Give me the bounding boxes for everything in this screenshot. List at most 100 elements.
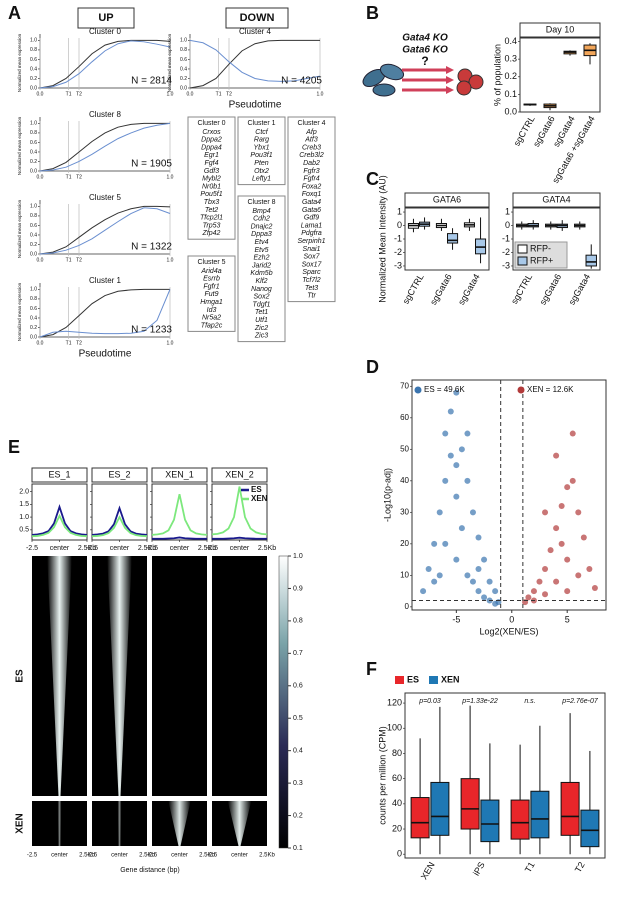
heatmap-signal <box>47 556 72 796</box>
gene: Etv5 <box>254 247 268 254</box>
y-tick-label: 1.0 <box>180 38 187 44</box>
series-line <box>151 493 208 536</box>
x-tick-label: sgGata6 <box>538 272 564 306</box>
x-axis-label: Log2(XEN/ES) <box>479 626 538 636</box>
y-tick-label: -1 <box>502 233 510 243</box>
gene: Afp <box>305 129 317 136</box>
gene: Gdf9 <box>304 215 319 222</box>
gene: Zic3 <box>254 333 268 340</box>
point <box>525 594 532 601</box>
y-tick-label: 0.4 <box>30 315 37 321</box>
gene-list-box <box>187 116 236 240</box>
annotation: p=2.76e-07 <box>561 698 599 705</box>
gene: Trp53 <box>203 222 221 229</box>
gene: Lama1 <box>301 222 323 229</box>
point <box>530 588 537 595</box>
gene: Sox17 <box>302 261 323 268</box>
x-axis-label: Pseudotime <box>79 349 132 360</box>
x-tick-label: T1 <box>66 174 72 180</box>
y-tick-label: -2 <box>394 247 402 257</box>
x-tick-label: -2.5 <box>146 545 158 552</box>
gene-list-box <box>187 255 236 332</box>
gene: Nr5a2 <box>202 315 221 322</box>
gene: Dnajc2 <box>251 223 273 230</box>
series-line <box>91 515 148 538</box>
x-tick-label: T2 <box>573 860 587 874</box>
gene: Rarg <box>254 137 269 144</box>
x-tick-label: center <box>171 853 188 859</box>
gene: Tcf7l2 <box>302 277 321 284</box>
cell <box>468 74 484 90</box>
gene-list-box <box>237 116 286 186</box>
y-tick-label: 40 <box>392 798 402 808</box>
gene: Fgfr1 <box>203 283 219 290</box>
series-line <box>212 536 267 540</box>
y-tick-label: 100 <box>387 723 402 733</box>
x-tick-label: T2 <box>76 257 82 263</box>
y-tick-label: 20 <box>400 539 409 548</box>
strip-title: XEN_2 <box>225 469 254 479</box>
legend-label: XEN <box>251 494 268 503</box>
y-tick-label: 0.0 <box>30 334 37 340</box>
panel-label: A <box>8 3 21 23</box>
heatmap-block <box>152 556 207 796</box>
point <box>591 584 598 591</box>
strip <box>404 192 490 208</box>
gene: Gdf3 <box>204 168 219 175</box>
chart-title: Cluster 8 <box>89 110 122 119</box>
gene: Arid4a <box>200 268 221 275</box>
y-tick-label: 80 <box>392 748 402 758</box>
x-tick-label: iPS <box>471 860 487 877</box>
x-tick-label: -5 <box>452 614 460 624</box>
x-tick-label: center <box>231 853 248 859</box>
heatmap-signal <box>168 801 191 846</box>
point <box>425 566 432 573</box>
gene: Zfp42 <box>202 230 221 237</box>
x-tick-label: sgCTRL <box>401 272 426 306</box>
annotation: N = 1322 <box>131 242 172 253</box>
point <box>453 493 460 500</box>
panel <box>404 207 490 271</box>
x-tick-label: 1.0 <box>167 91 174 97</box>
x-tick-label: 2.5Kb <box>259 853 275 859</box>
y-tick-label: 0.4 <box>180 66 187 72</box>
point <box>453 556 460 563</box>
y-tick-label: 50 <box>400 444 409 453</box>
gene: Ybx1 <box>254 144 270 151</box>
y-tick-label: 1 <box>397 206 402 216</box>
point <box>453 462 460 469</box>
x-tick-label: -2.5 <box>87 853 98 859</box>
x-tick-label: 2.5Kb <box>258 545 276 552</box>
gene: Utf1 <box>255 317 268 324</box>
panel <box>151 483 208 541</box>
series-line <box>39 122 170 172</box>
chart-title: Cluster 4 <box>239 27 272 36</box>
series-line <box>39 289 171 338</box>
point <box>464 430 471 437</box>
gene: Sox7 <box>304 254 321 261</box>
strip-title: GATA6 <box>433 194 461 204</box>
x-tick-label: XEN <box>419 860 437 881</box>
strip <box>31 467 88 483</box>
point <box>469 509 476 516</box>
y-tick-label: 0.2 <box>504 71 517 81</box>
x-tick-label: 2.5Kb <box>199 853 215 859</box>
y-tick-label: 0.4 <box>30 232 37 238</box>
x-tick-label: 0.0 <box>37 340 44 346</box>
heatmap-signal <box>57 801 62 846</box>
cell <box>379 63 405 81</box>
panel <box>31 483 88 541</box>
colorbar <box>278 555 289 849</box>
gene: Kdm5b <box>250 270 272 277</box>
x-tick-label: 0 <box>509 614 514 624</box>
y-axis-label: Normalized Mean Intensity (AU) <box>377 175 387 303</box>
x-tick-label: center <box>110 545 130 552</box>
panel <box>411 379 607 611</box>
x-tick-label: 2.5Kb <box>79 853 95 859</box>
x-tick-label: -2.5 <box>86 545 98 552</box>
point <box>558 540 565 547</box>
colorbar-label: 0.5 <box>293 715 303 722</box>
gene: Ezh2 <box>254 255 270 262</box>
x-tick-label: center <box>230 545 250 552</box>
